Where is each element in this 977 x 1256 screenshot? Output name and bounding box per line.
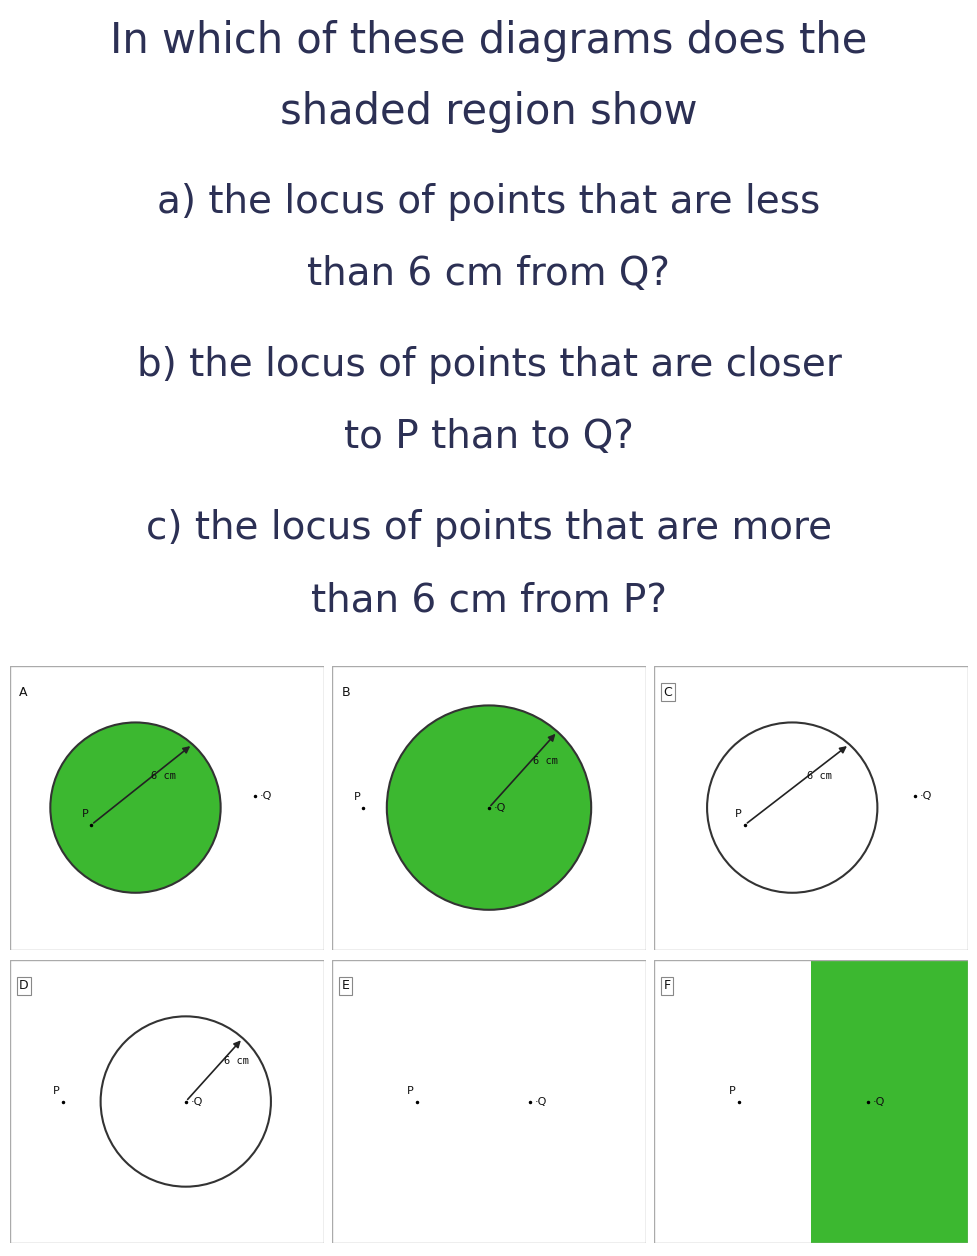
- Text: 6 cm: 6 cm: [224, 1056, 248, 1066]
- Circle shape: [50, 722, 221, 893]
- Text: to P than to Q?: to P than to Q?: [344, 418, 633, 456]
- Text: ·Q: ·Q: [871, 1096, 884, 1107]
- Text: than 6 cm from P?: than 6 cm from P?: [311, 582, 666, 619]
- Text: b) the locus of points that are closer: b) the locus of points that are closer: [137, 347, 840, 384]
- Text: P: P: [81, 809, 88, 819]
- Text: P: P: [353, 793, 360, 801]
- Text: ·Q: ·Q: [918, 791, 931, 801]
- Text: than 6 cm from Q?: than 6 cm from Q?: [307, 255, 670, 293]
- Text: ·Q: ·Q: [191, 1096, 202, 1107]
- Text: A: A: [20, 686, 27, 698]
- Text: 6 cm: 6 cm: [151, 771, 176, 781]
- Text: P: P: [54, 1086, 60, 1095]
- Text: D: D: [20, 980, 28, 992]
- Bar: [810, 960, 967, 1243]
- Text: P: P: [728, 1086, 735, 1095]
- Text: shaded region show: shaded region show: [280, 92, 697, 133]
- Text: ·Q: ·Q: [534, 1096, 546, 1107]
- Circle shape: [706, 722, 876, 893]
- Text: 6 cm: 6 cm: [806, 771, 830, 781]
- Text: In which of these diagrams does the: In which of these diagrams does the: [110, 20, 867, 62]
- Text: P: P: [406, 1086, 413, 1095]
- Text: E: E: [341, 980, 349, 992]
- Circle shape: [101, 1016, 271, 1187]
- Text: F: F: [662, 980, 670, 992]
- Text: ·Q: ·Q: [259, 791, 272, 801]
- Text: B: B: [341, 686, 350, 698]
- Text: 6 cm: 6 cm: [532, 756, 557, 766]
- Text: P: P: [735, 809, 742, 819]
- Text: a) the locus of points that are less: a) the locus of points that are less: [157, 183, 820, 221]
- Circle shape: [387, 706, 590, 909]
- Text: C: C: [662, 686, 671, 698]
- Text: c) the locus of points that are more: c) the locus of points that are more: [146, 510, 831, 548]
- Text: ·Q: ·Q: [493, 803, 505, 813]
